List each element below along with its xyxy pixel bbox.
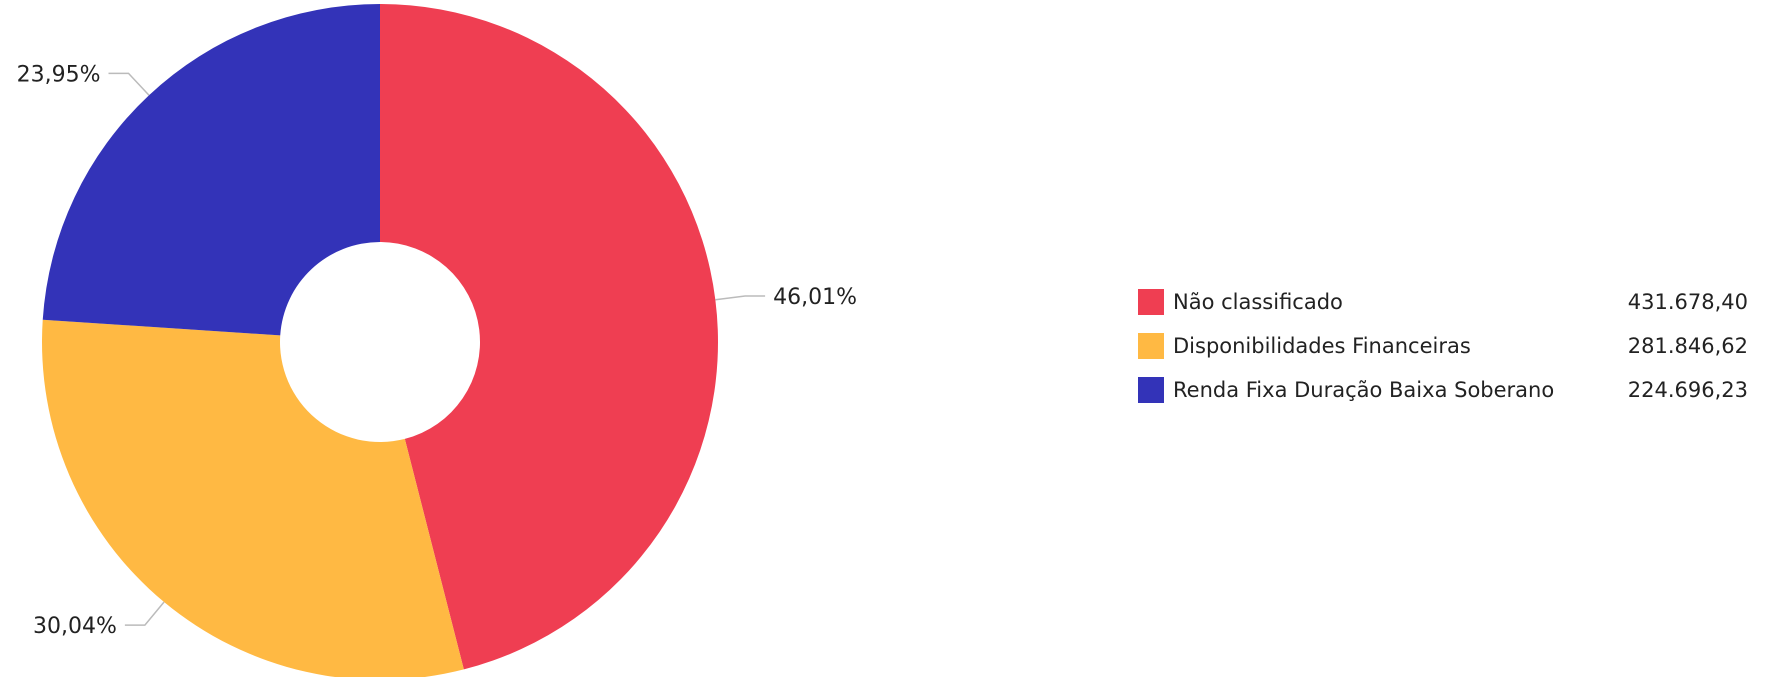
leader-lines (108, 72, 766, 626)
slice-percent-label: 46,01% (773, 285, 857, 310)
slice-disponibilidades-financeiras[interactable] (42, 319, 464, 677)
slice-percent-label: 30,04% (33, 614, 117, 639)
legend-swatch (1138, 289, 1164, 315)
leader-line (715, 295, 766, 301)
legend-value: 224.696,23 (1627, 378, 1748, 402)
slice-nao-classificado[interactable] (380, 4, 718, 670)
legend-item-renda-fixa-duracao-baixa-soberano[interactable]: Renda Fixa Duração Baixa Soberano 224.69… (1138, 368, 1748, 412)
leader-line (108, 72, 150, 96)
legend-label: Disponibilidades Financeiras (1173, 334, 1471, 358)
legend-item-nao-classificado[interactable]: Não classificado 431.678,40 (1138, 280, 1748, 324)
legend-label: Renda Fixa Duração Baixa Soberano (1173, 378, 1555, 402)
leader-line (124, 601, 165, 626)
legend-value: 281.846,62 (1627, 334, 1748, 358)
legend-value: 431.678,40 (1627, 290, 1748, 314)
legend: Não classificado 431.678,40 Disponibilid… (1138, 280, 1748, 412)
slice-renda-fixa-duracao-baixa-soberano[interactable] (42, 4, 381, 336)
legend-swatch (1138, 333, 1164, 359)
legend-item-disponibilidades-financeiras[interactable]: Disponibilidades Financeiras 281.846,62 (1138, 324, 1748, 368)
slice-labels: 46,01% 30,04% 23,95% (17, 62, 857, 639)
legend-swatch (1138, 377, 1164, 403)
donut-slices (42, 4, 718, 677)
slice-percent-label: 23,95% (17, 62, 101, 87)
legend-label: Não classificado (1173, 290, 1343, 314)
